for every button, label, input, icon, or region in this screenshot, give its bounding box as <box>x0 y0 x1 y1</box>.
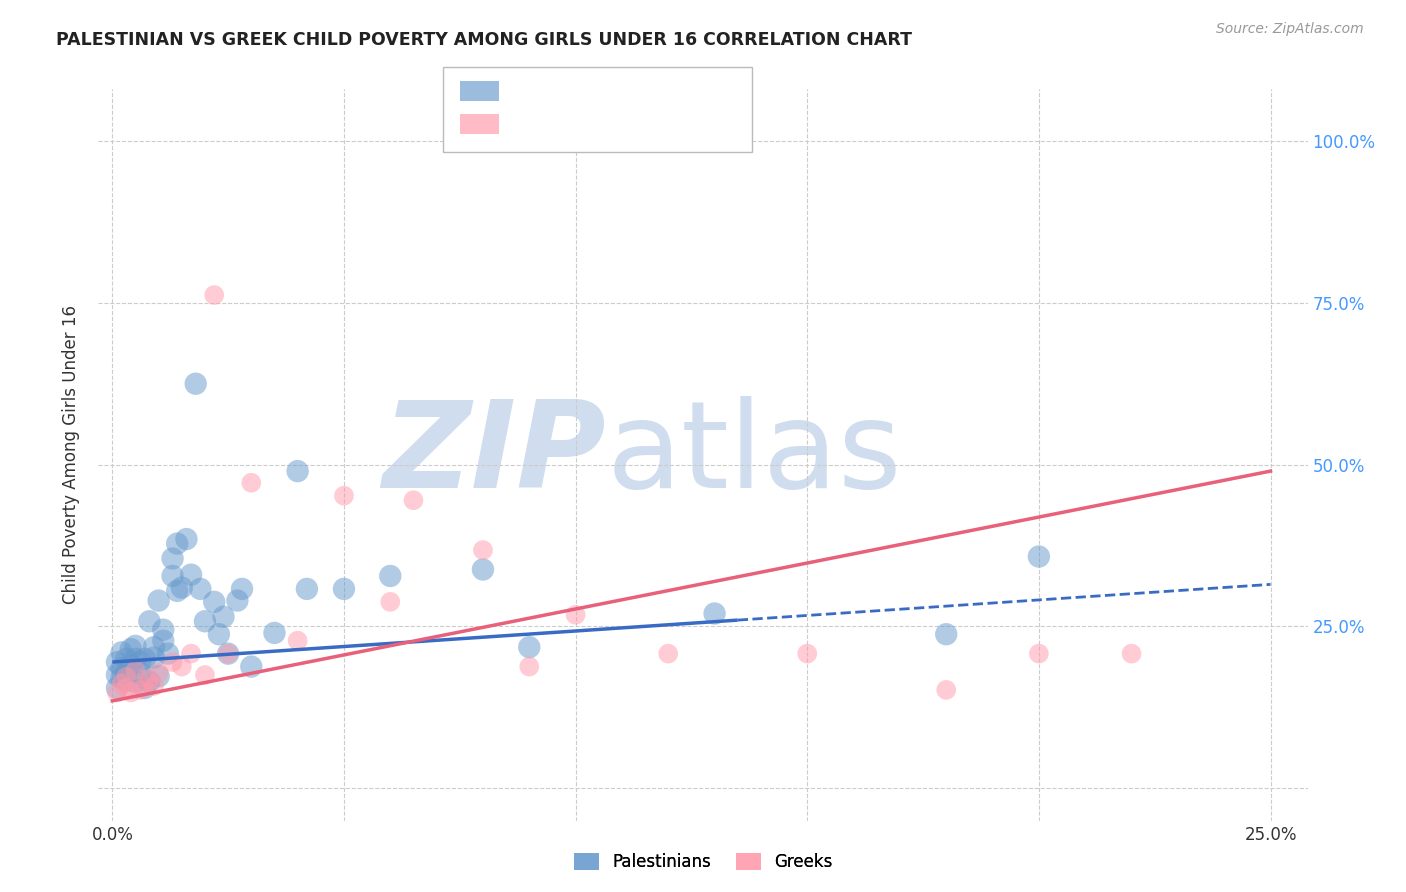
Text: Source: ZipAtlas.com: Source: ZipAtlas.com <box>1216 22 1364 37</box>
Point <box>240 475 263 490</box>
Point <box>240 659 263 673</box>
Point <box>110 645 132 659</box>
Point <box>380 595 402 609</box>
Point <box>105 668 128 682</box>
Point <box>115 652 138 666</box>
Text: R =: R = <box>510 82 547 100</box>
Point <box>120 642 142 657</box>
Point <box>115 670 138 684</box>
Point <box>162 551 184 566</box>
Point <box>295 582 318 596</box>
Point <box>1121 647 1143 661</box>
Point <box>517 640 540 655</box>
Point <box>120 658 142 673</box>
Point <box>202 288 225 302</box>
Point <box>1028 549 1050 564</box>
Point <box>402 493 425 508</box>
Point <box>194 614 217 628</box>
Point <box>226 593 249 607</box>
Point <box>110 671 132 685</box>
Point <box>202 595 225 609</box>
Point <box>287 633 309 648</box>
Point <box>935 627 957 641</box>
Point <box>471 562 494 576</box>
Point <box>166 536 188 550</box>
Point <box>170 581 193 595</box>
Text: PALESTINIAN VS GREEK CHILD POVERTY AMONG GIRLS UNDER 16 CORRELATION CHART: PALESTINIAN VS GREEK CHILD POVERTY AMONG… <box>56 31 912 49</box>
Point <box>120 685 142 699</box>
Point <box>143 679 166 693</box>
Point <box>162 569 184 583</box>
Point <box>138 673 160 687</box>
Point <box>208 627 231 641</box>
Point <box>1028 647 1050 661</box>
Text: N =: N = <box>617 82 665 100</box>
Point <box>380 569 402 583</box>
Point <box>170 659 193 673</box>
Point <box>333 582 356 596</box>
Point <box>105 685 128 699</box>
Text: 0.136: 0.136 <box>553 82 605 100</box>
Point <box>564 607 586 622</box>
Point <box>188 582 211 596</box>
Point <box>148 669 170 683</box>
Point <box>138 674 160 689</box>
Point <box>217 647 239 661</box>
Point <box>166 583 188 598</box>
Point <box>148 666 170 681</box>
Text: atlas: atlas <box>606 396 901 514</box>
Point <box>263 626 285 640</box>
Point <box>115 674 138 689</box>
Point <box>517 659 540 673</box>
Point <box>156 647 179 661</box>
Point <box>194 668 217 682</box>
Point <box>287 464 309 478</box>
Point <box>217 647 239 661</box>
Text: ZIP: ZIP <box>382 396 606 514</box>
Text: N =: N = <box>617 115 665 133</box>
Point <box>115 681 138 695</box>
Text: 0.341: 0.341 <box>553 115 605 133</box>
Point <box>152 623 174 637</box>
Point <box>471 543 494 558</box>
Point <box>124 639 146 653</box>
Point <box>176 532 198 546</box>
Point <box>134 681 156 695</box>
Text: R =: R = <box>510 115 547 133</box>
Point <box>124 664 146 678</box>
Point <box>138 614 160 628</box>
Point <box>212 609 235 624</box>
Point <box>124 652 146 666</box>
Text: 30: 30 <box>671 115 693 133</box>
Point <box>796 647 818 661</box>
Y-axis label: Child Poverty Among Girls Under 16: Child Poverty Among Girls Under 16 <box>62 305 80 605</box>
Point <box>129 666 152 681</box>
Legend: Palestinians, Greeks: Palestinians, Greeks <box>567 847 839 878</box>
Point <box>124 674 146 689</box>
Point <box>134 679 156 693</box>
Point <box>105 655 128 669</box>
Point <box>703 607 725 621</box>
Text: 54: 54 <box>671 82 693 100</box>
Point <box>129 682 152 697</box>
Point <box>162 655 184 669</box>
Point <box>657 647 679 661</box>
Point <box>105 681 128 695</box>
Point <box>180 647 202 661</box>
Point <box>129 655 152 669</box>
Point <box>152 633 174 648</box>
Point <box>333 489 356 503</box>
Point <box>143 640 166 655</box>
Point <box>110 676 132 690</box>
Point <box>231 582 253 596</box>
Point <box>148 593 170 607</box>
Point <box>935 682 957 697</box>
Point <box>184 376 207 391</box>
Point <box>115 666 138 681</box>
Point <box>110 661 132 675</box>
Point <box>180 567 202 582</box>
Point <box>143 650 166 665</box>
Point <box>134 652 156 666</box>
